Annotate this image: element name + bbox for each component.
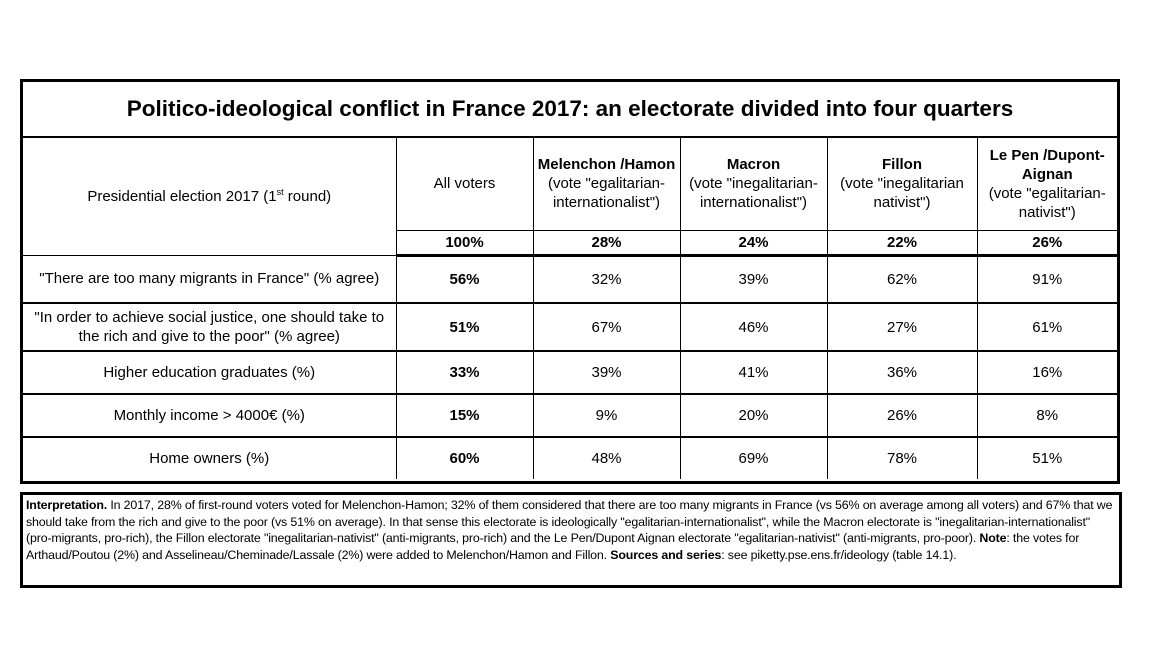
cell-fillon: 78% bbox=[826, 436, 978, 479]
row-label: "There are too many migrants in France" … bbox=[23, 254, 397, 304]
col-header-fillon: Fillon (vote "inegalitarian nativist") bbox=[826, 138, 978, 231]
interpretation-text: In 2017, 28% of first-round voters voted… bbox=[26, 498, 1113, 545]
sources-label: Sources and series bbox=[610, 547, 722, 562]
col-header-melenchon-hamon: Melenchon /Hamon (vote "egalitarian-inte… bbox=[532, 138, 681, 231]
table-row: Home owners (%) 60% 48% 69% 78% 51% bbox=[23, 436, 1117, 479]
cell-le-pen: 61% bbox=[976, 302, 1117, 352]
note-text: : the votes for Arthaud/Poutou (2%) and … bbox=[26, 531, 1080, 562]
cell-fillon: 27% bbox=[826, 302, 978, 352]
share-fillon: 22% bbox=[826, 229, 978, 257]
row-label: Higher education graduates (%) bbox=[23, 350, 397, 395]
row-label: Monthly income > 4000€ (%) bbox=[23, 393, 397, 438]
cell-macron: 69% bbox=[679, 436, 828, 479]
note-label: Note bbox=[979, 531, 1007, 545]
table-row: Monthly income > 4000€ (%) 15% 9% 20% 26… bbox=[23, 393, 1117, 438]
interpretation-note: Interpretation. In 2017, 28% of first-ro… bbox=[20, 492, 1122, 588]
share-macron: 24% bbox=[679, 229, 828, 257]
col-header-macron: Macron (vote "inegalitarian-internationa… bbox=[679, 138, 828, 231]
table-row: "In order to achieve social justice, one… bbox=[23, 302, 1117, 352]
cell-all-voters: 56% bbox=[395, 254, 534, 304]
cell-le-pen: 8% bbox=[976, 393, 1117, 438]
results-table-frame: Politico-ideological conflict in France … bbox=[20, 79, 1120, 484]
share-melenchon-hamon: 28% bbox=[532, 229, 681, 257]
cell-all-voters: 60% bbox=[395, 436, 534, 479]
cell-fillon: 62% bbox=[826, 254, 978, 304]
cell-all-voters: 51% bbox=[395, 302, 534, 352]
table-title: Politico-ideological conflict in France … bbox=[23, 82, 1117, 138]
cell-melenchon-hamon: 67% bbox=[532, 302, 681, 352]
sources-text: : see piketty.pse.ens.fr/ideology (table… bbox=[721, 547, 957, 562]
cell-le-pen: 91% bbox=[976, 254, 1117, 304]
cell-macron: 41% bbox=[679, 350, 828, 395]
cell-fillon: 26% bbox=[826, 393, 978, 438]
cell-melenchon-hamon: 48% bbox=[532, 436, 681, 479]
col-header-all-voters: All voters bbox=[395, 138, 534, 231]
table-row: Higher education graduates (%) 33% 39% 4… bbox=[23, 350, 1117, 395]
row-header-label: Presidential election 2017 (1st round) bbox=[23, 138, 397, 256]
cell-macron: 46% bbox=[679, 302, 828, 352]
cell-melenchon-hamon: 39% bbox=[532, 350, 681, 395]
results-table: Presidential election 2017 (1st round) A… bbox=[23, 138, 1117, 479]
table-row: "There are too many migrants in France" … bbox=[23, 254, 1117, 304]
cell-le-pen: 16% bbox=[976, 350, 1117, 395]
interpretation-label: Interpretation. bbox=[26, 498, 108, 512]
cell-melenchon-hamon: 9% bbox=[532, 393, 681, 438]
col-header-le-pen-dupont-aignan: Le Pen /Dupont-Aignan (vote "egalitarian… bbox=[976, 138, 1117, 231]
share-all-voters: 100% bbox=[396, 229, 534, 257]
cell-all-voters: 15% bbox=[395, 393, 534, 438]
row-label: Home owners (%) bbox=[23, 436, 397, 479]
cell-melenchon-hamon: 32% bbox=[532, 254, 681, 304]
row-label: "In order to achieve social justice, one… bbox=[23, 302, 397, 352]
cell-all-voters: 33% bbox=[395, 350, 534, 395]
cell-macron: 39% bbox=[679, 254, 828, 304]
cell-le-pen: 51% bbox=[976, 436, 1117, 479]
cell-fillon: 36% bbox=[826, 350, 978, 395]
cell-macron: 20% bbox=[679, 393, 828, 438]
share-le-pen: 26% bbox=[976, 229, 1117, 257]
